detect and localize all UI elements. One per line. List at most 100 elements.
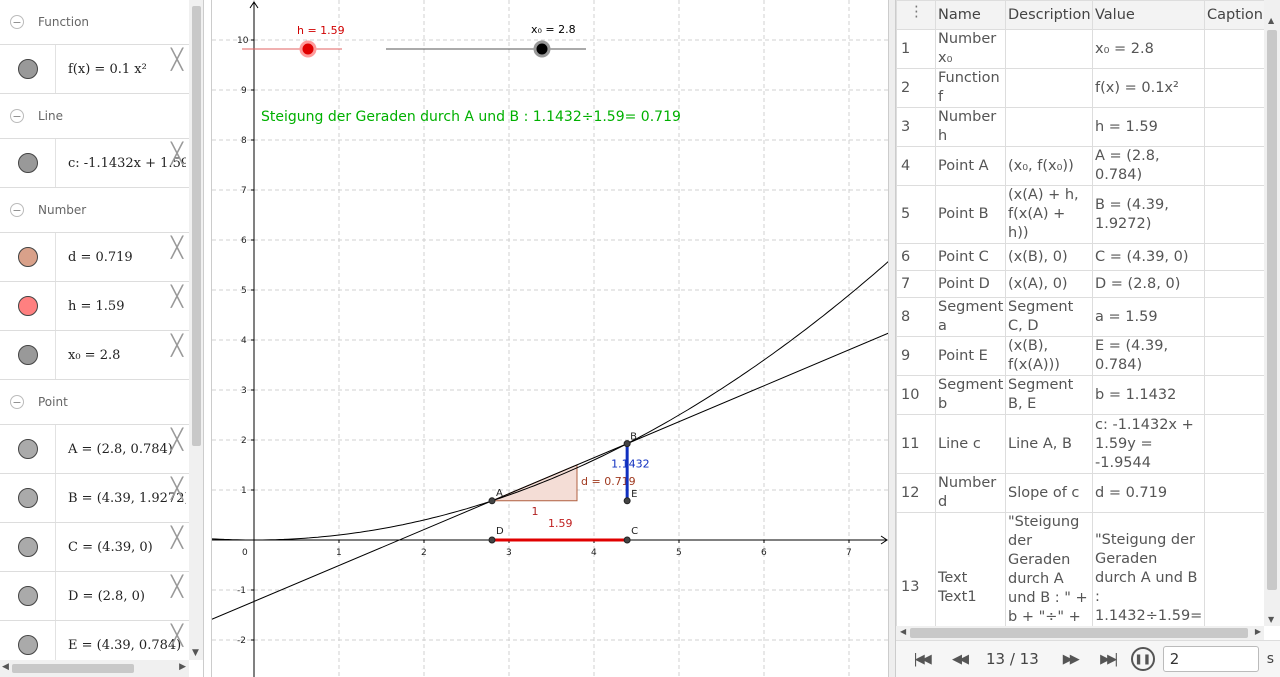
algebra-item-text[interactable]: C = (4.39, 0) [68, 539, 153, 555]
algebra-item[interactable]: x₀ = 2.8 ╳ [0, 331, 189, 380]
scrollbar-thumb[interactable] [910, 628, 1248, 638]
delete-close-icon[interactable]: ╳ [170, 574, 183, 598]
scroll-up-arrow-icon[interactable]: ▲ [1268, 16, 1275, 25]
protocol-column-menu[interactable]: · · · [896, 0, 936, 30]
view-splitter[interactable] [888, 0, 896, 677]
protocol-row[interactable]: 3 Number h h = 1.59 [896, 107, 1264, 147]
scroll-left-arrow-icon[interactable]: ◀ [900, 627, 907, 636]
scrollbar-thumb[interactable] [192, 6, 201, 446]
delete-close-icon[interactable]: ╳ [170, 235, 183, 259]
delete-close-icon[interactable]: ╳ [170, 47, 183, 71]
point-a[interactable] [488, 497, 496, 505]
column-header-caption[interactable]: Caption [1204, 0, 1264, 30]
algebra-item[interactable]: C = (4.39, 0) ╳ [0, 523, 189, 572]
protocol-horizontal-scrollbar[interactable]: ◀ ▶ [896, 626, 1264, 640]
visibility-toggle[interactable] [0, 572, 56, 620]
column-header-description[interactable]: Description [1005, 0, 1093, 30]
algebra-group-header[interactable]: − Line [0, 94, 189, 139]
scrollbar-thumb[interactable] [12, 664, 134, 673]
column-header-value[interactable]: Value [1092, 0, 1205, 30]
visibility-marble-icon[interactable] [17, 586, 38, 606]
algebra-item[interactable]: f(x) = 0.1 x² ╳ [0, 45, 189, 94]
protocol-row[interactable]: 2 Function f f(x) = 0.1x² [896, 68, 1264, 108]
protocol-row[interactable]: 7 Point D (x(A), 0) D = (2.8, 0) [896, 270, 1264, 298]
algebra-item[interactable]: h = 1.59 ╳ [0, 282, 189, 331]
algebra-item-text[interactable]: E = (4.39, 0.784) [68, 637, 182, 653]
algebra-item-text[interactable]: f(x) = 0.1 x² [68, 61, 147, 77]
more-vertical-icon[interactable]: · · · [914, 0, 919, 26]
collapse-minus-icon[interactable]: − [10, 203, 24, 217]
visibility-toggle[interactable] [0, 523, 56, 571]
visibility-marble-icon[interactable] [17, 153, 38, 173]
last-step-icon[interactable]: ▶▶| [1100, 651, 1118, 667]
visibility-marble-icon[interactable] [17, 247, 38, 267]
algebra-item[interactable]: D = (2.8, 0) ╳ [0, 572, 189, 621]
pause-icon[interactable]: ❚❚ [1130, 647, 1155, 671]
point-e[interactable] [623, 497, 631, 505]
algebra-item-text[interactable]: h = 1.59 [68, 298, 125, 314]
algebra-item[interactable]: A = (2.8, 0.784) ╳ [0, 425, 189, 474]
delete-close-icon[interactable]: ╳ [170, 525, 183, 549]
algebra-item[interactable]: c: -1.1432x + 1.59y ╳ [0, 139, 189, 188]
visibility-toggle[interactable] [0, 45, 56, 93]
protocol-row[interactable]: 9 Point E (x(B), f(x(A))) E = (4.39, 0.784) [896, 336, 1264, 376]
visibility-toggle[interactable] [0, 621, 56, 660]
algebra-item-text[interactable]: B = (4.39, 1.9272) [68, 490, 186, 506]
collapse-minus-icon[interactable]: − [10, 15, 24, 29]
scroll-down-arrow-icon[interactable]: ▼ [192, 648, 199, 658]
graphics-canvas[interactable]: 0 1 2 3 4 5 6 7 10 9 8 7 6 5 4 3 2 1 -1 -2 1 d = 0.719 1.59… [212, 0, 888, 677]
slider-h-knob[interactable] [299, 40, 317, 58]
visibility-marble-icon[interactable] [17, 439, 38, 459]
delete-close-icon[interactable]: ╳ [170, 141, 183, 165]
function-f-curve[interactable] [212, 251, 888, 541]
previous-step-icon[interactable]: ◀◀ [952, 651, 969, 667]
visibility-toggle[interactable] [0, 331, 56, 379]
visibility-marble-icon[interactable] [17, 488, 38, 508]
collapse-minus-icon[interactable]: − [10, 109, 24, 123]
visibility-toggle[interactable] [0, 474, 56, 522]
scroll-down-arrow-icon[interactable]: ▼ [1268, 615, 1275, 624]
visibility-marble-icon[interactable] [17, 59, 38, 79]
delete-close-icon[interactable]: ╳ [170, 623, 183, 647]
protocol-vertical-scrollbar[interactable]: ▲ ▼ [1264, 0, 1280, 626]
algebra-item-text[interactable]: d = 0.719 [68, 249, 133, 265]
scrollbar-thumb[interactable] [1267, 30, 1277, 590]
protocol-row[interactable]: 6 Point C (x(B), 0) C = (4.39, 0) [896, 243, 1264, 271]
slope-text[interactable]: Steigung der Geraden durch A und B : 1.1… [261, 109, 681, 125]
visibility-toggle[interactable] [0, 282, 56, 330]
protocol-row[interactable]: 13 Text Text1 "Steigung der Geraden durch … [896, 512, 1264, 626]
visibility-marble-icon[interactable] [17, 537, 38, 557]
visibility-marble-icon[interactable] [17, 296, 38, 316]
visibility-toggle[interactable] [0, 139, 56, 187]
protocol-row[interactable]: 4 Point A (x₀, f(x₀)) A = (2.8, 0.784) [896, 146, 1264, 186]
column-header-name[interactable]: Name [935, 0, 1006, 30]
visibility-toggle[interactable] [0, 233, 56, 281]
slider-x0-knob[interactable] [533, 40, 551, 58]
algebra-vertical-scrollbar[interactable]: ▼ [189, 0, 203, 660]
algebra-item-text[interactable]: A = (2.8, 0.784) [68, 441, 173, 457]
algebra-group-header[interactable]: − Number [0, 188, 189, 233]
delete-close-icon[interactable]: ╳ [170, 333, 183, 357]
visibility-marble-icon[interactable] [17, 345, 38, 365]
protocol-row[interactable]: 5 Point B (x(A) + h, f(x(A) + h)) B = (4.39… [896, 185, 1264, 244]
scroll-left-arrow-icon[interactable]: ◀ [2, 662, 9, 672]
point-d[interactable] [488, 536, 496, 544]
algebra-group-header[interactable]: − Function [0, 0, 189, 45]
visibility-marble-icon[interactable] [17, 635, 38, 655]
algebra-item[interactable]: d = 0.719 ╳ [0, 233, 189, 282]
algebra-item-text[interactable]: x₀ = 2.8 [68, 347, 121, 363]
line-c[interactable] [212, 328, 888, 620]
graphics-view[interactable]: 0 1 2 3 4 5 6 7 10 9 8 7 6 5 4 3 2 1 -1 -2 1 d = 0.719 1.59… [211, 0, 888, 677]
first-step-icon[interactable]: |◀◀ [913, 651, 931, 667]
algebra-item-text[interactable]: c: -1.1432x + 1.59y [68, 155, 186, 171]
point-b[interactable] [623, 440, 631, 448]
play-speed-input[interactable] [1162, 646, 1259, 672]
algebra-item-text[interactable]: D = (2.8, 0) [68, 588, 145, 604]
algebra-item[interactable]: B = (4.39, 1.9272) ╳ [0, 474, 189, 523]
delete-close-icon[interactable]: ╳ [170, 284, 183, 308]
scroll-right-arrow-icon[interactable]: ▶ [1254, 627, 1261, 636]
